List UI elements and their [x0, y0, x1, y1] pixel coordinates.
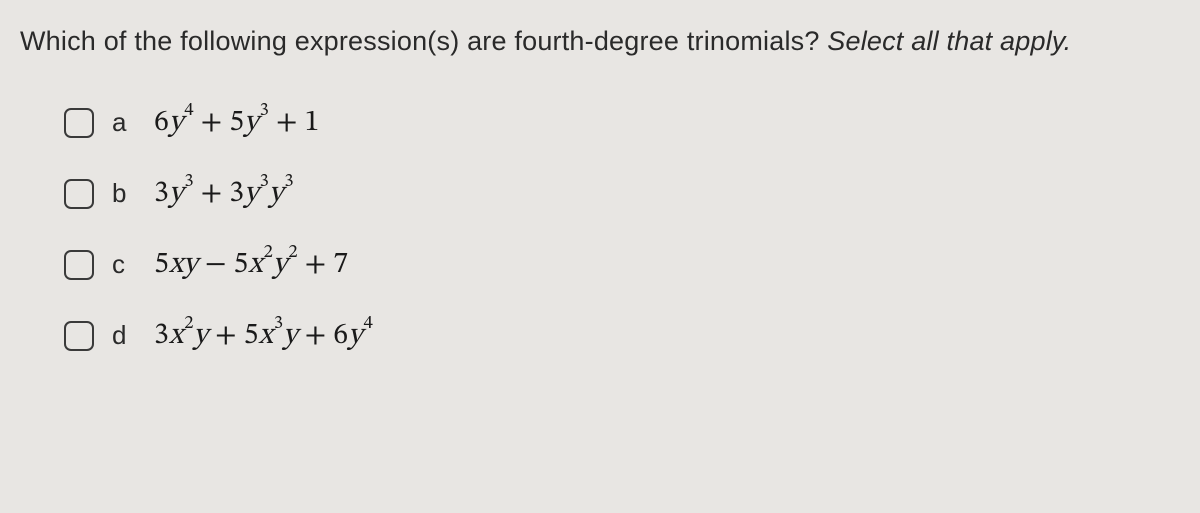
- checkbox-d[interactable]: [64, 321, 94, 351]
- option-d[interactable]: d 3x2y + 5x3y + 6y4: [64, 320, 1180, 351]
- option-d-letter: d: [112, 320, 136, 351]
- checkbox-a[interactable]: [64, 108, 94, 138]
- question-prefix: Which of the following expression(s) are…: [20, 26, 827, 56]
- options-list: a 6y4 + 5y3 + 1 b 3y3 + 3y3y3 c 5xy − 5x…: [20, 107, 1180, 351]
- option-c-letter: c: [112, 249, 136, 280]
- checkbox-b[interactable]: [64, 179, 94, 209]
- option-a-expression: 6y4 + 5y3 + 1: [154, 108, 319, 138]
- option-a-letter: a: [112, 107, 136, 138]
- option-c[interactable]: c 5xy − 5x2y2 + 7: [64, 249, 1180, 280]
- option-b[interactable]: b 3y3 + 3y3y3: [64, 178, 1180, 209]
- question-emphasis: Select all that apply.: [827, 26, 1071, 56]
- question-text: Which of the following expression(s) are…: [20, 24, 1180, 59]
- option-b-expression: 3y3 + 3y3y3: [154, 179, 294, 209]
- option-a[interactable]: a 6y4 + 5y3 + 1: [64, 107, 1180, 138]
- checkbox-c[interactable]: [64, 250, 94, 280]
- question-page: Which of the following expression(s) are…: [0, 0, 1200, 371]
- option-c-expression: 5xy − 5x2y2 + 7: [154, 250, 348, 280]
- option-d-expression: 3x2y + 5x3y + 6y4: [154, 321, 373, 351]
- option-b-letter: b: [112, 178, 136, 209]
